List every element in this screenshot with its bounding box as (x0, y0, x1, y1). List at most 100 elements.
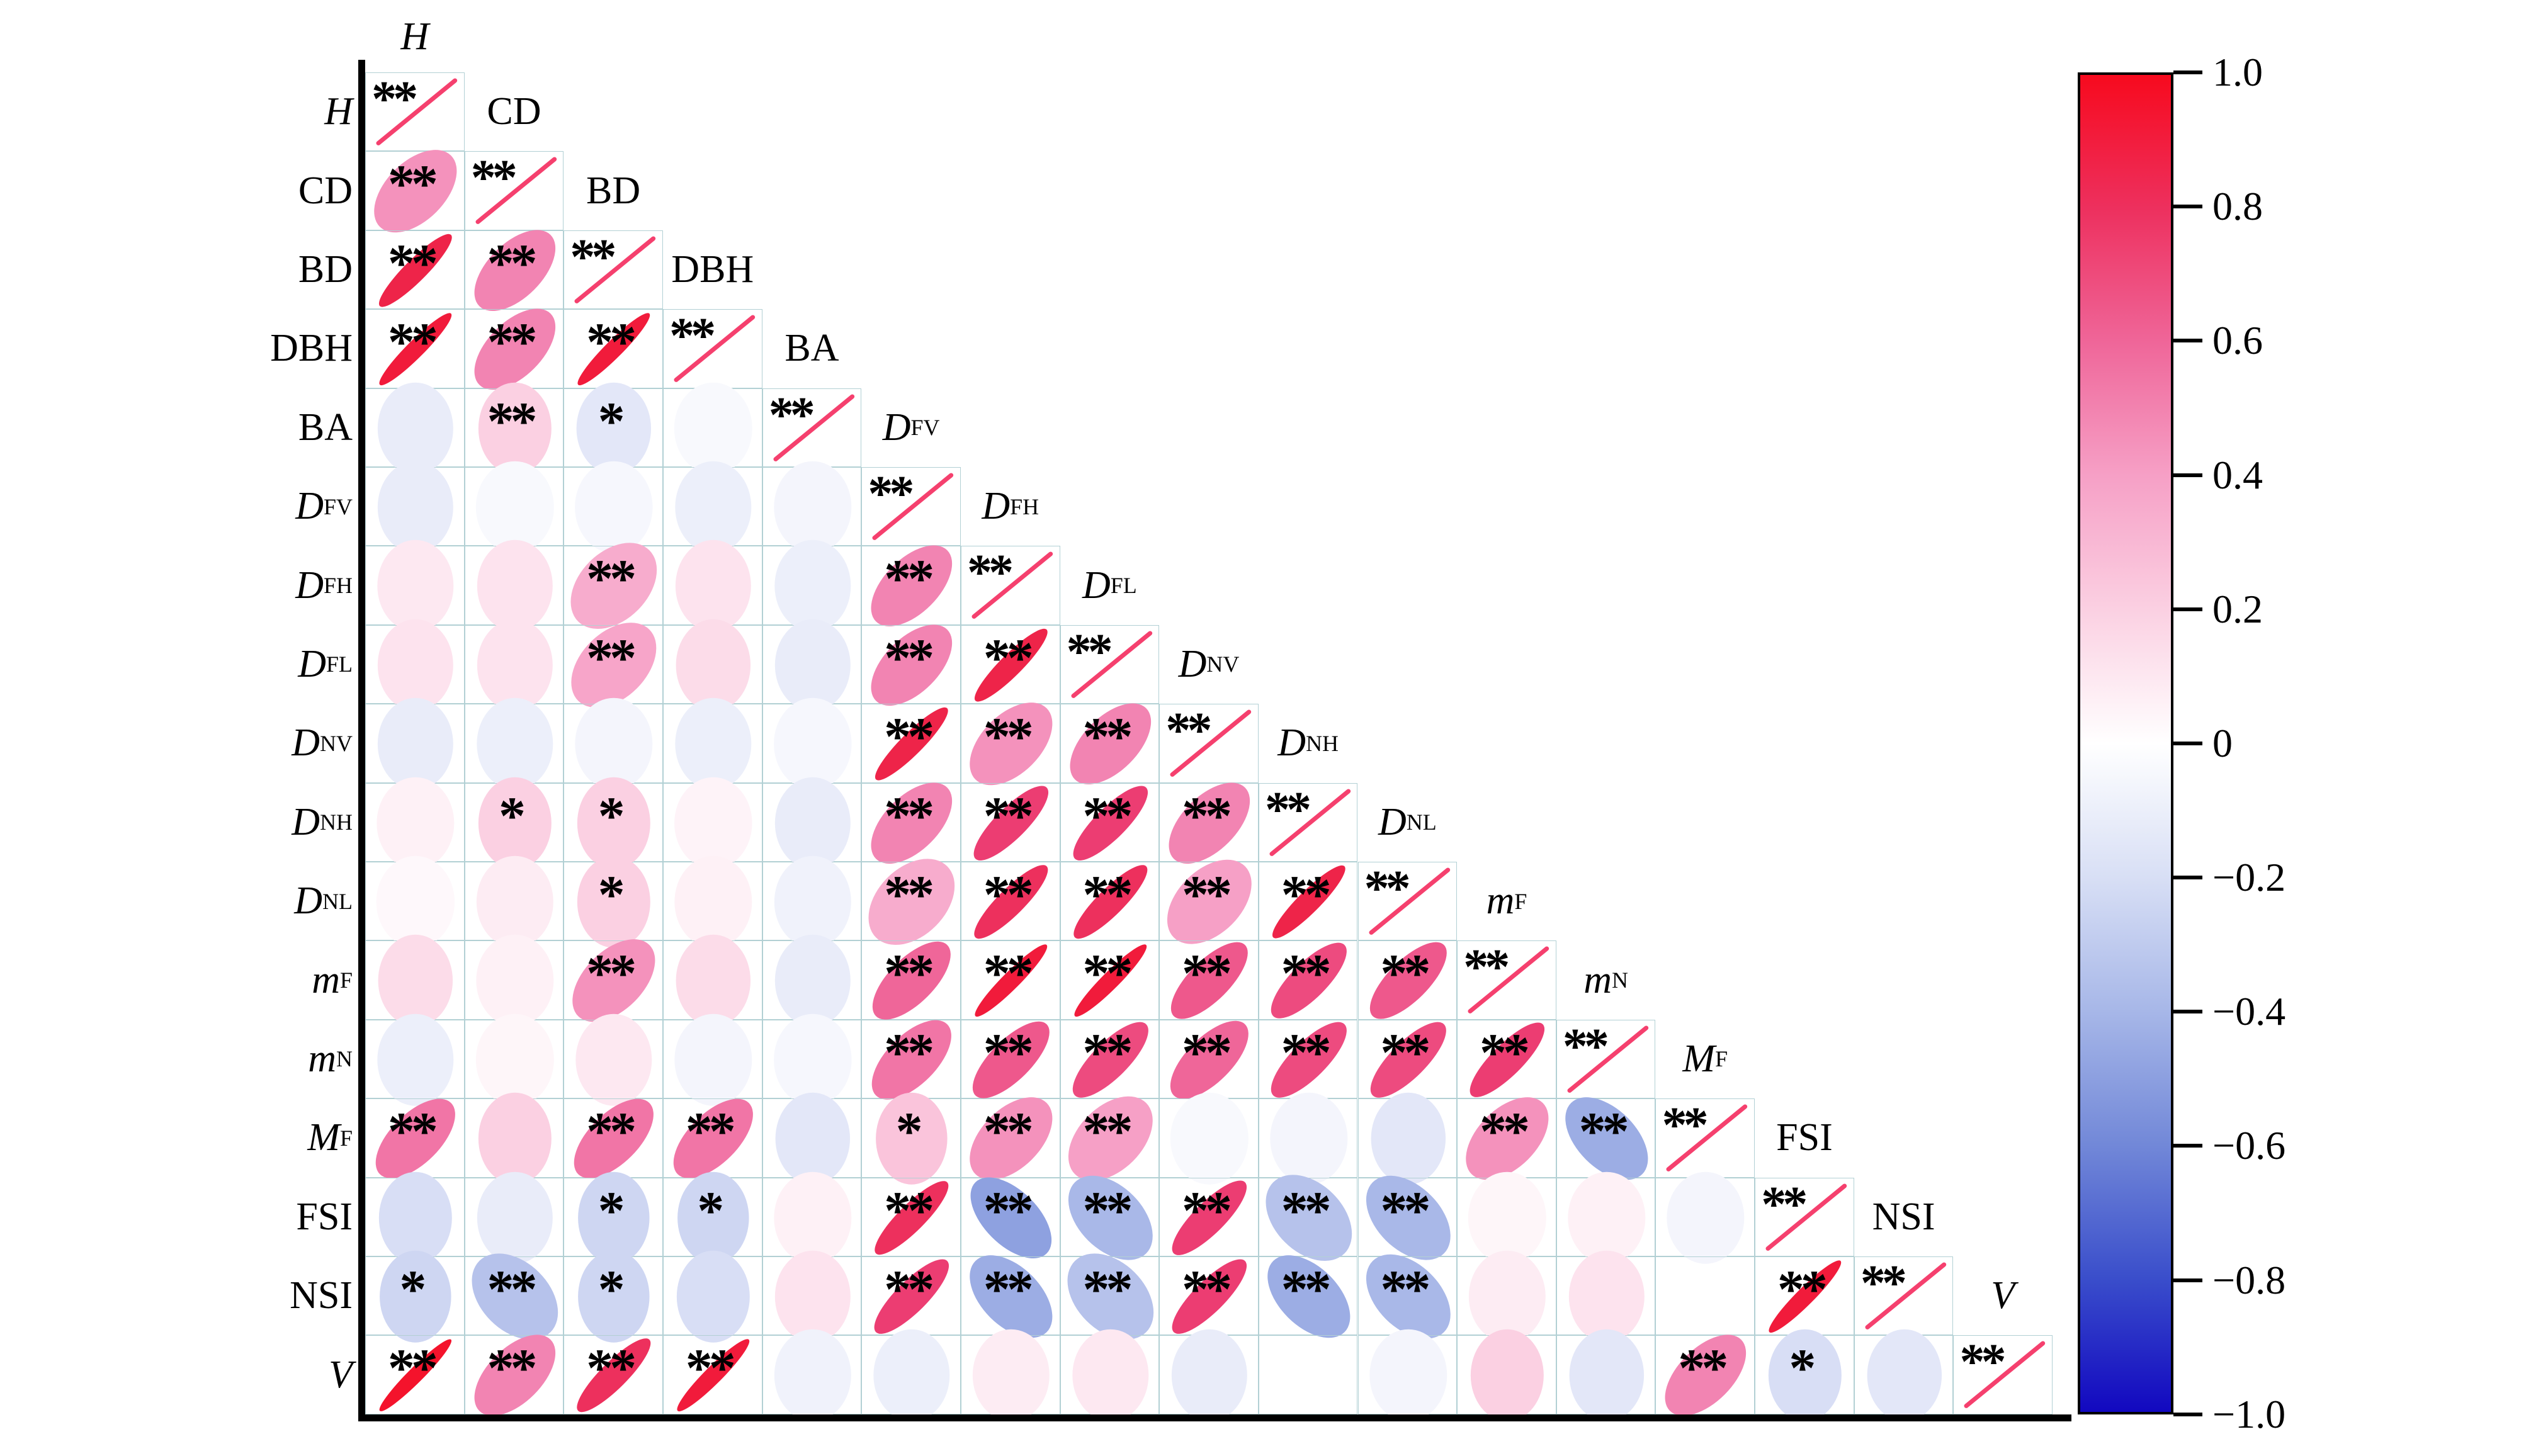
correlation-ellipse (774, 935, 851, 1027)
significance-stars: * (598, 1259, 625, 1319)
diagonal-label-DFL: D FL (1082, 563, 1137, 607)
significance-stars: ** (983, 1180, 1034, 1241)
cell-mF-BD: ** (564, 939, 663, 1022)
correlation-ellipse (574, 1098, 654, 1178)
correlation-ellipse (676, 1250, 750, 1343)
cell-DNV-DNV: ** (1159, 704, 1259, 783)
cell-MF-DFH: ** (960, 1097, 1060, 1180)
correlation-ellipse (1568, 1171, 1646, 1264)
correlation-ellipse (377, 777, 455, 869)
significance-stars: ** (1182, 864, 1232, 925)
significance-stars: ** (1578, 1101, 1629, 1162)
cell-V-V: ** (1953, 1335, 2053, 1414)
cell-V-DFV (861, 1329, 961, 1422)
correlation-ellipse (970, 703, 1053, 786)
significance-stars: ** (387, 1101, 438, 1162)
correlation-ellipse (1070, 703, 1151, 785)
correlation-ellipse (476, 697, 553, 790)
cell-mN-CD (464, 1013, 564, 1106)
correlation-ellipse (578, 1250, 650, 1343)
cell-NSI-DNL: ** (1357, 1254, 1458, 1339)
correlation-ellipse (1167, 859, 1252, 944)
row-label-NSI: NSI (290, 1274, 353, 1318)
cell-V-DNL (1357, 1329, 1458, 1422)
cell-mN-DNL: ** (1357, 1019, 1458, 1099)
cell-BA-BD: * (564, 382, 663, 475)
cell-mF-CD (464, 935, 564, 1027)
correlation-ellipse (972, 1329, 1050, 1422)
cell-mN-BD (564, 1013, 663, 1106)
self-correlation-slash (1666, 1104, 1748, 1172)
correlation-ellipse (377, 697, 453, 790)
significance-stars: ** (884, 706, 934, 767)
colorbar-tick (2173, 473, 2202, 477)
cell-DNH-DFL: ** (1060, 782, 1160, 862)
correlation-ellipse (1270, 1092, 1348, 1185)
correlation-ellipse (1169, 782, 1250, 864)
cell-DNV-CD (464, 697, 564, 790)
correlation-ellipse (475, 461, 554, 553)
significance-stars: ** (1082, 1259, 1133, 1319)
cell-DFH-CD (464, 540, 564, 633)
column-label-H: H (400, 14, 429, 58)
correlation-ellipse (1067, 1253, 1153, 1340)
correlation-ellipse (477, 1171, 553, 1264)
correlation-ellipse (1073, 944, 1147, 1017)
significance-stars: ** (487, 232, 537, 293)
row-label-CD: CD (298, 169, 353, 212)
correlation-ellipse (478, 382, 552, 475)
correlation-ellipse (674, 382, 752, 475)
cell-MF-DFL: ** (1060, 1096, 1160, 1181)
correlation-ellipse (1170, 1020, 1249, 1099)
significance-stars: ** (487, 1338, 537, 1399)
self-correlation-slash (1765, 1183, 1847, 1251)
correlation-ellipse (377, 619, 453, 711)
significance-stars: ** (487, 1259, 537, 1319)
significance-stars: ** (1959, 1335, 2007, 1391)
correlation-ellipse (675, 697, 752, 790)
cell-V-mN (1556, 1329, 1656, 1422)
correlation-ellipse (774, 855, 851, 948)
correlation-ellipse (576, 382, 652, 475)
cell-BA-CD: ** (464, 382, 564, 475)
cell-NSI-DFL: ** (1060, 1253, 1160, 1340)
correlation-ellipse (1768, 1329, 1842, 1422)
cell-DNV-DFH: ** (960, 703, 1060, 786)
colorbar-tick (2173, 1412, 2202, 1416)
cell-DNH-DFV: ** (861, 782, 961, 864)
cell-DNL-DFV: ** (861, 859, 961, 945)
self-correlation-slash (872, 473, 954, 540)
cell-V-H: ** (365, 1335, 465, 1414)
cell-H-H: ** (365, 72, 465, 152)
correlation-ellipse (572, 939, 655, 1022)
cell-DBH-CD: ** (464, 308, 564, 390)
significance-stars: ** (1281, 1259, 1332, 1319)
significance-stars: ** (884, 1022, 934, 1083)
colorbar-tick-label: −0.4 (2212, 989, 2286, 1034)
self-correlation-slash (773, 394, 854, 461)
correlation-ellipse (875, 707, 948, 781)
cell-DNH-DNV: ** (1159, 782, 1259, 864)
cell-MF-BD: ** (564, 1098, 663, 1178)
cell-DNH-DBH (662, 777, 762, 869)
cell-NSI-DNV: ** (1159, 1256, 1259, 1336)
cell-NSI-BD: * (564, 1250, 663, 1343)
significance-stars: ** (1182, 943, 1232, 1004)
significance-stars: ** (1281, 1180, 1332, 1241)
colorbar-tick (2173, 1144, 2202, 1148)
correlation-ellipse (676, 619, 751, 711)
correlation-ellipse (1073, 865, 1147, 939)
correlation-ellipse (474, 308, 555, 390)
self-correlation-slash (376, 78, 458, 145)
correlation-ellipse (868, 859, 955, 945)
self-correlation-slash (1071, 631, 1152, 698)
correlation-ellipse (674, 855, 752, 948)
cell-mF-DNL: ** (1357, 940, 1458, 1020)
significance-stars: ** (1082, 864, 1133, 925)
correlation-ellipse (673, 1098, 753, 1178)
significance-stars: ** (1777, 1259, 1828, 1319)
significance-stars: ** (470, 150, 518, 206)
cell-NSI-FSI: ** (1755, 1256, 1854, 1336)
significance-stars: ** (1066, 624, 1113, 680)
significance-stars: ** (884, 627, 934, 688)
